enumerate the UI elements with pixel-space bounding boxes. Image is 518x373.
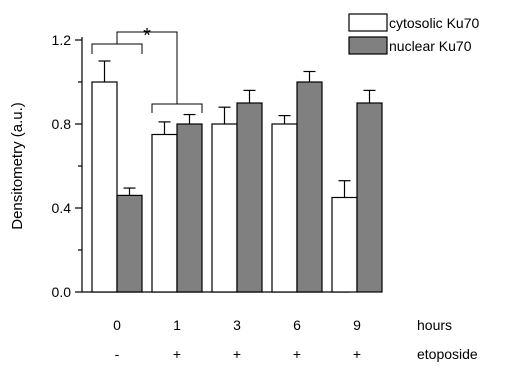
bar-nuclear-9 (356, 102, 383, 293)
treatment-label: + (293, 346, 301, 362)
bar-cytosolic-6 (271, 123, 298, 293)
row-title-hours: hours (417, 317, 452, 333)
y-tick-label: 0.4 (52, 200, 72, 216)
bar-nuclear-6 (296, 81, 323, 293)
y-tick-label: 0.8 (52, 116, 72, 132)
x-tick-label: 1 (173, 317, 181, 333)
y-axis-title: Densitometry (a.u.) (9, 102, 26, 230)
bracket-group-0 (91, 43, 143, 54)
y-tick-label: 1.2 (52, 32, 72, 48)
bar-cytosolic-0 (91, 81, 118, 293)
bar-cytosolic-9 (331, 196, 358, 293)
bar-cytosolic-3 (211, 123, 238, 293)
treatment-label: + (353, 346, 361, 362)
bar-cytosolic-1 (151, 133, 178, 293)
row-title-etoposide: etoposide (417, 346, 478, 362)
x-tick-label: 3 (233, 317, 241, 333)
x-tick-label: 0 (113, 317, 121, 333)
bar-nuclear-3 (236, 102, 263, 293)
x-tick-label: 9 (353, 317, 361, 333)
significance-star: * (143, 25, 151, 47)
treatment-label: + (233, 346, 241, 362)
axes-layer: 0.0 0.4 0.8 1.2 Densitometry (a.u.) (9, 32, 350, 300)
legend-swatch-nuclear (348, 36, 388, 55)
y-tick-label: 0.0 (52, 284, 72, 300)
legend-label-cytosolic: cytosolic Ku70 (389, 15, 479, 31)
annotation-layer: * (91, 25, 203, 113)
treatment-label: + (173, 346, 181, 362)
treatment-label: - (115, 346, 120, 362)
bar-nuclear-1 (176, 123, 203, 293)
legend-swatch-cytosolic (348, 13, 388, 32)
labels-layer: 0 - 1 +3 +6 +9 + hours etoposide (113, 317, 478, 362)
legend: cytosolic Ku70 nuclear Ku70 (348, 13, 479, 55)
bars-layer (91, 60, 383, 293)
x-tick-label: 6 (293, 317, 301, 333)
bar-nuclear-0 (116, 194, 143, 293)
bracket-group-1 (151, 103, 203, 113)
legend-label-nuclear: nuclear Ku70 (389, 38, 472, 54)
significance-connector (116, 31, 178, 104)
